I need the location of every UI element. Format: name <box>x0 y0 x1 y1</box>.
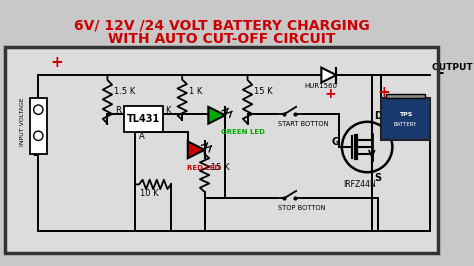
Text: G: G <box>332 137 340 147</box>
Polygon shape <box>321 68 337 82</box>
Text: 15 K: 15 K <box>211 163 230 172</box>
Text: 10 K: 10 K <box>140 189 159 198</box>
Text: HUR1560: HUR1560 <box>305 83 338 89</box>
Text: BATTERY: BATTERY <box>394 122 417 127</box>
Text: 15 K: 15 K <box>254 87 273 96</box>
Text: OUTPUT: OUTPUT <box>432 63 473 72</box>
Polygon shape <box>188 142 205 158</box>
Bar <box>381 98 430 140</box>
Text: +: + <box>377 85 390 99</box>
Text: IRFZ44N: IRFZ44N <box>343 180 376 189</box>
Text: GREEN LED: GREEN LED <box>221 129 265 135</box>
Text: -: - <box>437 65 444 80</box>
Bar <box>5 47 438 253</box>
Text: 6V/ 12V /24 VOLT BATTERY CHARGING: 6V/ 12V /24 VOLT BATTERY CHARGING <box>73 19 369 32</box>
Circle shape <box>34 131 43 140</box>
Text: TPS: TPS <box>399 112 412 117</box>
Text: RED LED: RED LED <box>187 165 220 171</box>
Text: D: D <box>374 111 383 121</box>
Text: START BOTTON: START BOTTON <box>278 120 329 127</box>
Text: INPUT VOLTAGE: INPUT VOLTAGE <box>20 97 25 146</box>
Bar <box>386 94 425 98</box>
Text: STOP BOTTON: STOP BOTTON <box>278 205 326 211</box>
Text: 1 K: 1 K <box>189 87 202 96</box>
Bar <box>5 47 438 253</box>
Polygon shape <box>208 107 225 124</box>
Text: S: S <box>374 173 382 183</box>
Circle shape <box>34 105 43 114</box>
Text: A: A <box>139 132 145 141</box>
Text: WITH AUTO CUT-OFF CIRCUIT: WITH AUTO CUT-OFF CIRCUIT <box>108 32 335 46</box>
Text: 1.5 K: 1.5 K <box>114 87 135 96</box>
Bar <box>124 106 164 132</box>
Text: +: + <box>50 55 63 70</box>
Bar <box>30 98 47 155</box>
Text: -: - <box>32 148 37 162</box>
Text: TL431: TL431 <box>127 114 161 124</box>
Text: +: + <box>324 88 336 101</box>
Text: K: K <box>165 106 171 115</box>
Text: R: R <box>116 106 121 115</box>
